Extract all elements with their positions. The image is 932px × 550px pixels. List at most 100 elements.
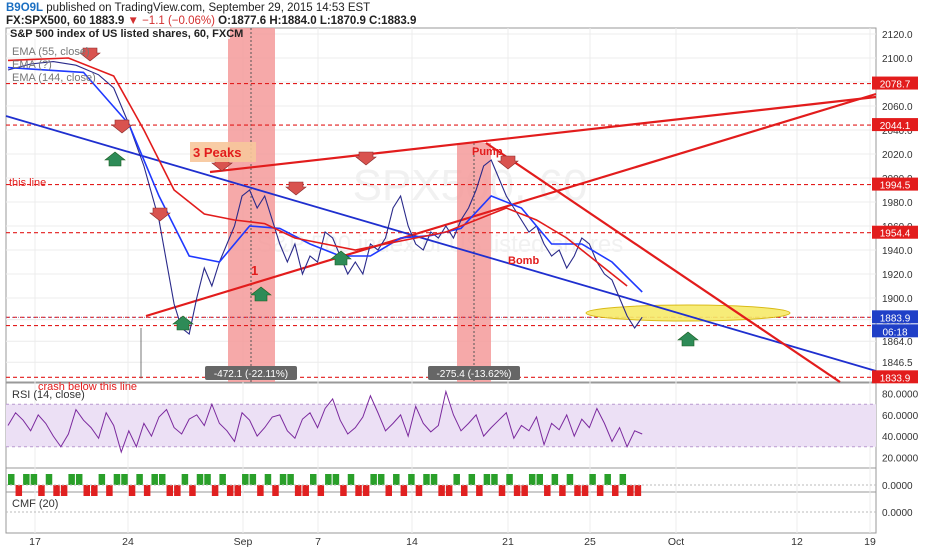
- rsi-band: [6, 404, 876, 447]
- histogram-bar: [355, 485, 362, 496]
- price-axis-tag: [872, 177, 918, 191]
- histogram-bar: [325, 474, 332, 485]
- legend-entry: EMA (55, close): [12, 46, 90, 58]
- histogram-bar: [483, 474, 491, 485]
- histogram-bar: [340, 485, 347, 496]
- price-axis-tag: [872, 76, 918, 90]
- histogram-bar: [159, 474, 166, 485]
- histogram-bar: [204, 474, 211, 485]
- legend-entry: EMA (?): [12, 59, 52, 71]
- y-tick-label: 2040.0: [882, 126, 913, 137]
- histogram-bar: [113, 474, 121, 485]
- histogram-bar: [15, 485, 23, 496]
- histogram-bar: [430, 474, 438, 485]
- x-tick-label: 24: [122, 536, 134, 548]
- histogram-bar: [393, 474, 400, 485]
- y-tick-label: 2120.0: [882, 30, 913, 41]
- price-axis-tag-label: 1883.9: [880, 313, 911, 324]
- author-name[interactable]: B9O9L: [6, 2, 44, 14]
- rsi-y-tick-label: 60.0000: [882, 411, 919, 422]
- x-tick-label: Sep: [234, 536, 253, 548]
- histogram-bar: [287, 474, 294, 485]
- blue-trendline: [5, 115, 877, 372]
- histogram-bar: [8, 474, 15, 485]
- histogram-bar: [128, 485, 136, 496]
- histogram-bar: [634, 485, 642, 496]
- histogram-bar: [461, 485, 468, 496]
- histogram-bar: [45, 474, 53, 485]
- histogram-bar: [166, 485, 174, 496]
- x-tick-label: 17: [29, 536, 41, 548]
- y-tick-label: 2020.0: [882, 150, 913, 161]
- price-line: [7, 61, 643, 335]
- x-tick-label: 19: [864, 536, 876, 548]
- histogram-bar: [415, 485, 423, 496]
- buy-arrow-marker: [104, 151, 126, 167]
- price-axis-tag-label: 1954.4: [880, 229, 911, 240]
- histogram-bar: [408, 474, 415, 485]
- sell-arrow-marker: [111, 119, 133, 134]
- main-pane[interactable]: [5, 27, 877, 383]
- price-axis-tag: [872, 370, 918, 384]
- histogram-y-tick-label: 0.0000: [882, 481, 913, 492]
- histogram-bar: [445, 485, 453, 496]
- range-measure-box: [428, 366, 520, 380]
- histogram-bar: [604, 474, 611, 485]
- price-axis-tag-label: 1833.9: [880, 373, 911, 384]
- histogram-bar: [476, 485, 483, 496]
- y-tick-label: 2100.0: [882, 54, 913, 65]
- histogram-bar: [370, 474, 377, 485]
- title-backdrop: [10, 28, 230, 39]
- cmf-y-tick-label: 0.0000: [882, 508, 913, 519]
- sell-arrow-marker: [285, 181, 307, 196]
- histogram-bar: [310, 474, 317, 485]
- red-trendline: [145, 92, 877, 318]
- y-tick-label: 1864.0: [882, 337, 913, 348]
- histogram-bar: [581, 485, 589, 496]
- histogram-bar: [544, 485, 551, 496]
- x-tick-label: 21: [502, 536, 514, 548]
- histogram-bar: [257, 485, 264, 496]
- histogram-bar: [75, 474, 83, 485]
- histogram-bar: [53, 485, 60, 496]
- histogram-bar: [83, 485, 90, 496]
- histogram-bar: [68, 474, 75, 485]
- range-highlight: [457, 143, 491, 382]
- price-axis-tag-label: 2044.1: [880, 121, 911, 132]
- histogram-bar: [491, 474, 498, 485]
- x-tick-label: 14: [406, 536, 418, 548]
- x-tick-label: Oct: [668, 536, 684, 548]
- y-tick-label: 1900.0: [882, 294, 913, 305]
- annotation-crash-line: crash below this line: [38, 381, 137, 393]
- buy-arrow-marker: [330, 250, 352, 266]
- cmf-pane[interactable]: [5, 491, 877, 534]
- histogram-bar: [302, 485, 309, 496]
- ema55-line: [7, 66, 643, 293]
- sell-arrow-marker: [355, 151, 377, 166]
- highlight-ellipse: [585, 304, 791, 322]
- x-tick-label: 12: [791, 536, 803, 548]
- histogram-bar: [574, 485, 581, 496]
- histogram-bar: [551, 474, 559, 485]
- sell-arrow-marker: [79, 47, 101, 62]
- symbol-line: FX:SPX500, 60 1883.9 ▼ −1.1 (−0.06%) O:1…: [6, 15, 416, 27]
- histogram-bar: [317, 485, 325, 496]
- histogram-bar: [468, 474, 476, 485]
- x-tick-label: 7: [315, 536, 321, 548]
- histogram-bar: [264, 474, 272, 485]
- ema144-line: [7, 57, 628, 287]
- histogram-bar: [612, 485, 619, 496]
- last-price: 1883.9: [89, 15, 125, 27]
- histogram-bar: [596, 485, 604, 496]
- histogram-bar: [521, 485, 528, 496]
- histogram-bar: [423, 474, 430, 485]
- x-tick-label: 25: [584, 536, 596, 548]
- countdown-label: 06:18: [882, 327, 907, 338]
- histogram-bar: [272, 485, 279, 496]
- y-tick-label: 1920.0: [882, 270, 913, 281]
- histogram-bar: [30, 474, 38, 485]
- histogram-bar: [294, 485, 302, 496]
- histogram-bar: [513, 485, 521, 496]
